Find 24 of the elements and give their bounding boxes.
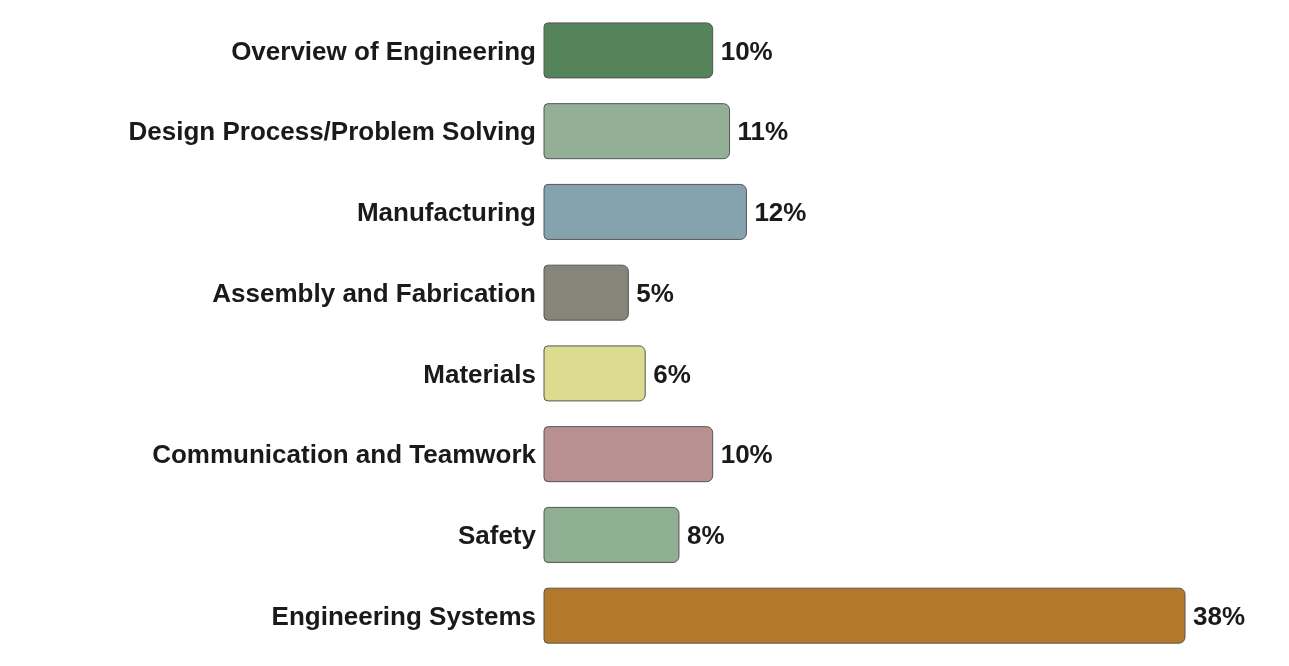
y-tick-label: Manufacturing bbox=[356, 197, 536, 228]
data-label: 11% bbox=[737, 116, 789, 147]
data-label: 5% bbox=[636, 277, 674, 308]
bar bbox=[543, 345, 646, 402]
y-tick-label: Overview of Engineering bbox=[231, 35, 536, 66]
data-label: 6% bbox=[653, 358, 691, 389]
data-label: 8% bbox=[686, 520, 725, 551]
y-tick-label: Materials bbox=[423, 358, 536, 389]
bar bbox=[543, 426, 714, 483]
y-tick-label: Safety bbox=[457, 520, 537, 551]
bar bbox=[543, 183, 747, 240]
data-label: 38% bbox=[1193, 600, 1246, 631]
bar bbox=[543, 22, 714, 79]
data-label: 12% bbox=[754, 197, 807, 228]
y-tick-label: Assembly and Fabrication bbox=[212, 277, 536, 308]
y-tick-label: Communication and Teamwork bbox=[152, 439, 537, 470]
data-label: 10% bbox=[720, 439, 773, 470]
y-tick-label: Engineering Systems bbox=[271, 600, 536, 631]
bar bbox=[543, 264, 629, 321]
y-tick-label: Design Process/Problem Solving bbox=[128, 116, 536, 147]
bar bbox=[543, 587, 1186, 644]
data-label: 10% bbox=[720, 35, 773, 66]
bar bbox=[543, 506, 680, 563]
bar bbox=[543, 103, 731, 160]
